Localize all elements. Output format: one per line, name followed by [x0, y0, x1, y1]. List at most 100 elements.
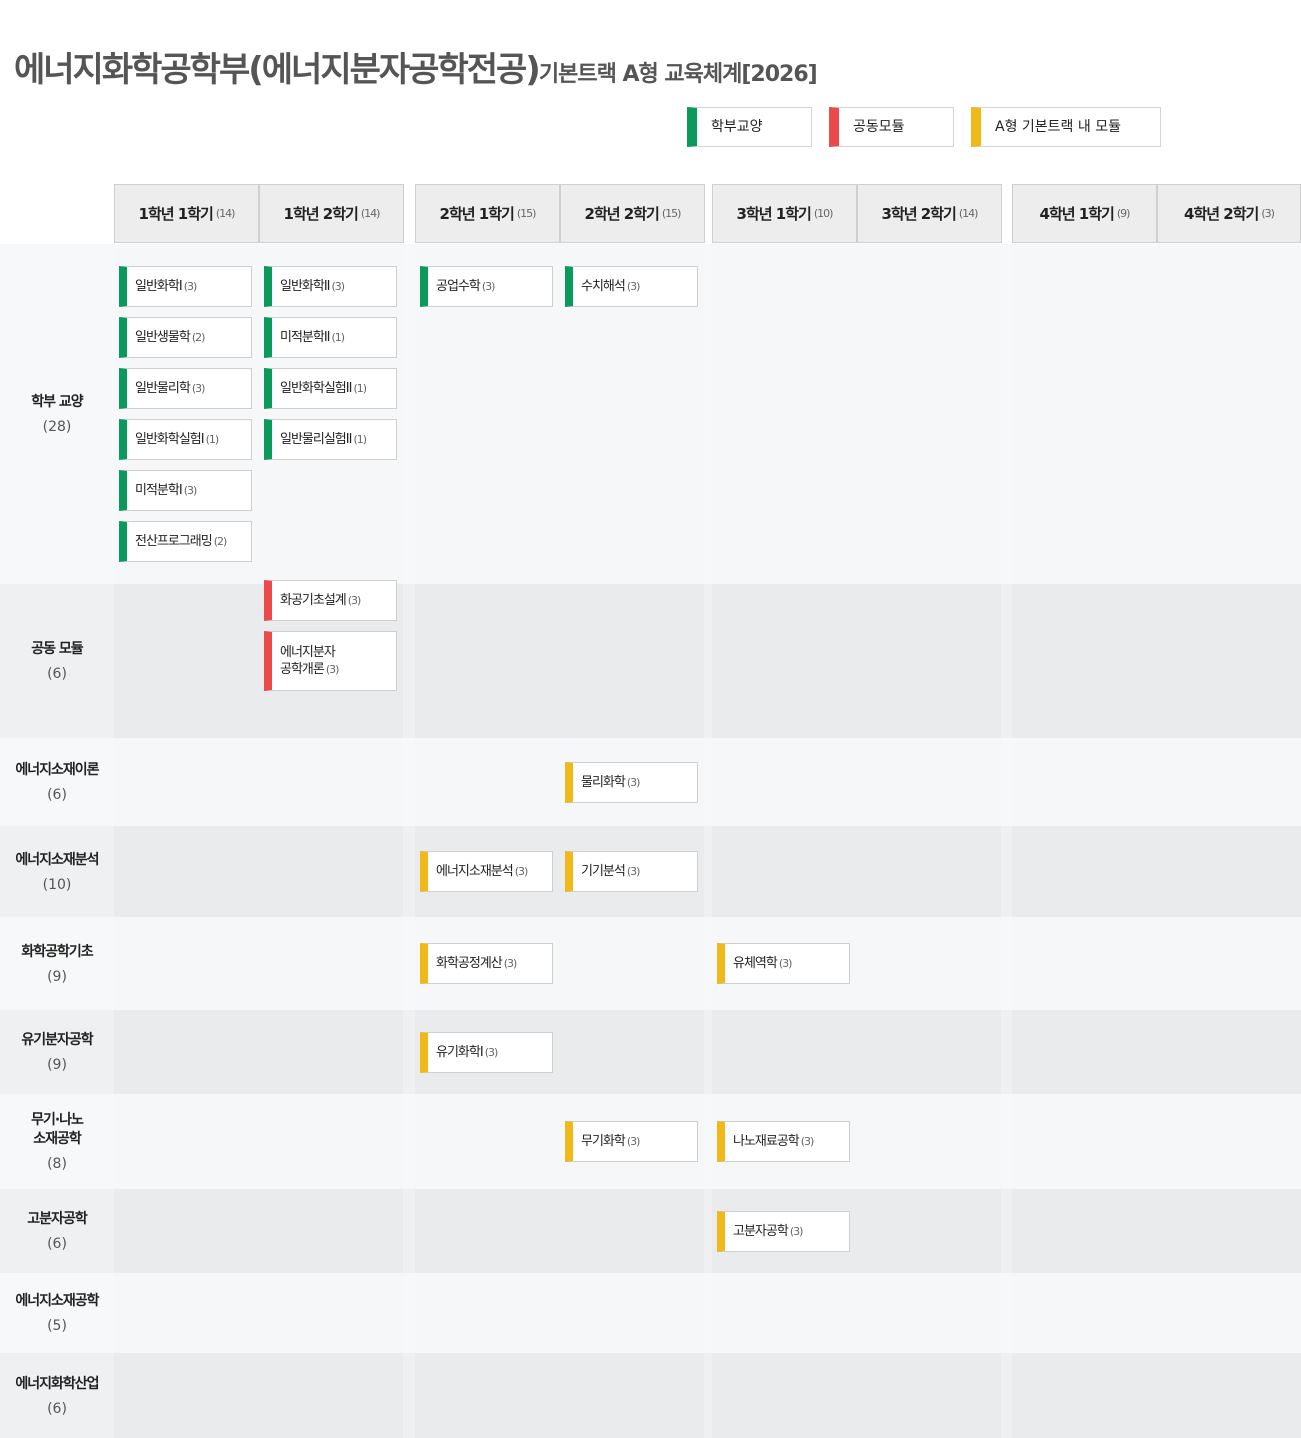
semester-column-cell: [114, 1273, 403, 1353]
course-card[interactable]: 유기화학I (3): [420, 1032, 553, 1073]
course-name: 무기화학: [581, 1134, 626, 1149]
course-card[interactable]: 공업수학 (3): [420, 266, 553, 307]
semester-column-cell: [712, 1273, 1001, 1353]
course-card[interactable]: 에너지분자 공학개론 (3): [264, 631, 397, 691]
semester-header: 2학년 1학기 (15): [415, 184, 560, 243]
semester-column-cell: [1012, 1353, 1301, 1438]
course-credits: (3): [626, 280, 641, 293]
course-name: 나노재료공학: [733, 1134, 800, 1149]
semester-column-cell: [1012, 244, 1301, 584]
course-credits: (3): [481, 280, 496, 293]
course-card[interactable]: 일반물리학 (3): [119, 368, 252, 409]
course-card[interactable]: 일반화학실험II (1): [264, 368, 397, 409]
legend: 학부교양 공동모듈 A형 기본트랙 내 모듈: [0, 107, 1301, 149]
semester-column-cell: [114, 917, 403, 1010]
course-name: 공업수학: [436, 279, 481, 294]
legend-item-general-education: 학부교양: [687, 107, 812, 147]
course-credits: (3): [626, 776, 641, 789]
course-name: 미적분학I: [135, 483, 183, 498]
semester-header: 1학년 1학기 (14): [114, 184, 259, 243]
course-credits: (3): [183, 484, 198, 497]
semester-column-cell: [712, 584, 1001, 738]
course-card[interactable]: 일반화학II (3): [264, 266, 397, 307]
course-name: 일반화학I: [135, 279, 183, 294]
semester-column-cell: [712, 826, 1001, 917]
course-name: 일반화학실험I: [135, 432, 205, 447]
course-credits: (3): [191, 382, 206, 395]
course-card[interactable]: 미적분학II (1): [264, 317, 397, 358]
row-label: 무기·나노 소재공학 (8): [31, 1112, 84, 1172]
course-name: 일반물리학: [135, 381, 191, 396]
semester-header: 4학년 1학기 (9): [1012, 184, 1157, 243]
semester-column-cell: [415, 1273, 704, 1353]
course-credits: (1): [331, 331, 346, 344]
course-credits: (3): [183, 280, 198, 293]
course-card[interactable]: 기기분석 (3): [565, 851, 698, 892]
course-name: 일반생물학: [135, 330, 191, 345]
course-credits: (3): [626, 1135, 641, 1148]
semester-column-cell: [1012, 1189, 1301, 1273]
course-name: 일반화학II: [280, 279, 331, 294]
course-name: 유체역학: [733, 956, 778, 971]
course-credits: (1): [353, 382, 367, 395]
course-card[interactable]: 미적분학I (3): [119, 470, 252, 511]
course-credits: (3): [626, 865, 641, 878]
semester-header: 1학년 2학기 (14): [259, 184, 404, 243]
course-card[interactable]: 일반화학I (3): [119, 266, 252, 307]
course-credits: (3): [331, 280, 346, 293]
course-card[interactable]: 무기화학 (3): [565, 1121, 698, 1162]
course-name: 수치해석: [581, 279, 626, 294]
semester-header: 2학년 2학기 (15): [560, 184, 705, 243]
legend-item-common-module: 공동모듈: [829, 107, 954, 147]
course-credits: (3): [484, 1046, 499, 1059]
course-card[interactable]: 나노재료공학 (3): [717, 1121, 850, 1162]
course-card[interactable]: 일반화학실험I (1): [119, 419, 252, 460]
row-label: 에너지소재공학 (5): [15, 1293, 99, 1334]
row-label: 학부 교양 (28): [31, 394, 83, 435]
course-credits: (3): [503, 957, 518, 970]
semester-column-cell: [1012, 917, 1301, 1010]
course-name: 고분자공학: [733, 1224, 789, 1239]
legend-item-track-module: A형 기본트랙 내 모듈: [971, 107, 1161, 147]
course-credits: (3): [325, 663, 340, 676]
semester-column-cell: [114, 1094, 403, 1189]
semester-column-cell: [114, 1353, 403, 1438]
course-card[interactable]: 에너지소재분석 (3): [420, 851, 553, 892]
course-credits: (2): [213, 535, 228, 548]
row-label: 유기분자공학 (9): [21, 1032, 93, 1073]
course-card[interactable]: 화학공정계산 (3): [420, 943, 553, 984]
course-credits: (3): [347, 594, 362, 607]
course-name: 화학공정계산: [436, 956, 503, 971]
course-credits: (1): [353, 433, 367, 446]
semester-column-cell: [712, 1010, 1001, 1094]
semester-column-cell: [114, 826, 403, 917]
semester-column-cell: [712, 244, 1001, 584]
course-card[interactable]: 수치해석 (3): [565, 266, 698, 307]
course-name: 화공기초설계: [280, 593, 347, 608]
course-card[interactable]: 일반물리실험II (1): [264, 419, 397, 460]
course-card[interactable]: 유체역학 (3): [717, 943, 850, 984]
row-label: 에너지소재분석 (10): [15, 851, 99, 893]
semester-column-cell: [1012, 1010, 1301, 1094]
semester-column-cell: [114, 1010, 403, 1094]
semester-column-cell: [415, 1353, 704, 1438]
semester-column-cell: [1012, 738, 1301, 826]
course-credits: (3): [778, 957, 793, 970]
page-title: 에너지화학공학부(에너지분자공학전공)기본트랙 A형 교육체계[2026]: [14, 42, 818, 91]
semester-column-cell: [114, 1189, 403, 1273]
row-label: 공동 모듈 (6): [31, 641, 83, 682]
course-card[interactable]: 물리화학 (3): [565, 762, 698, 803]
course-name: 에너지분자 공학개론: [280, 645, 336, 677]
course-name: 미적분학II: [280, 330, 331, 345]
semester-header: 3학년 2학기 (14): [857, 184, 1002, 243]
title-main: 에너지화학공학부(에너지분자공학전공): [14, 50, 541, 90]
title-sub: 기본트랙 A형 교육체계[2026]: [538, 62, 818, 87]
course-card[interactable]: 일반생물학 (2): [119, 317, 252, 358]
course-credits: (3): [800, 1135, 815, 1148]
course-credits: (3): [514, 865, 529, 878]
course-name: 일반물리실험II: [280, 432, 352, 447]
course-card[interactable]: 전산프로그래밍 (2): [119, 521, 252, 562]
semester-header: 3학년 1학기 (10): [712, 184, 857, 243]
course-card[interactable]: 고분자공학 (3): [717, 1211, 850, 1252]
course-card[interactable]: 화공기초설계 (3): [264, 580, 397, 621]
